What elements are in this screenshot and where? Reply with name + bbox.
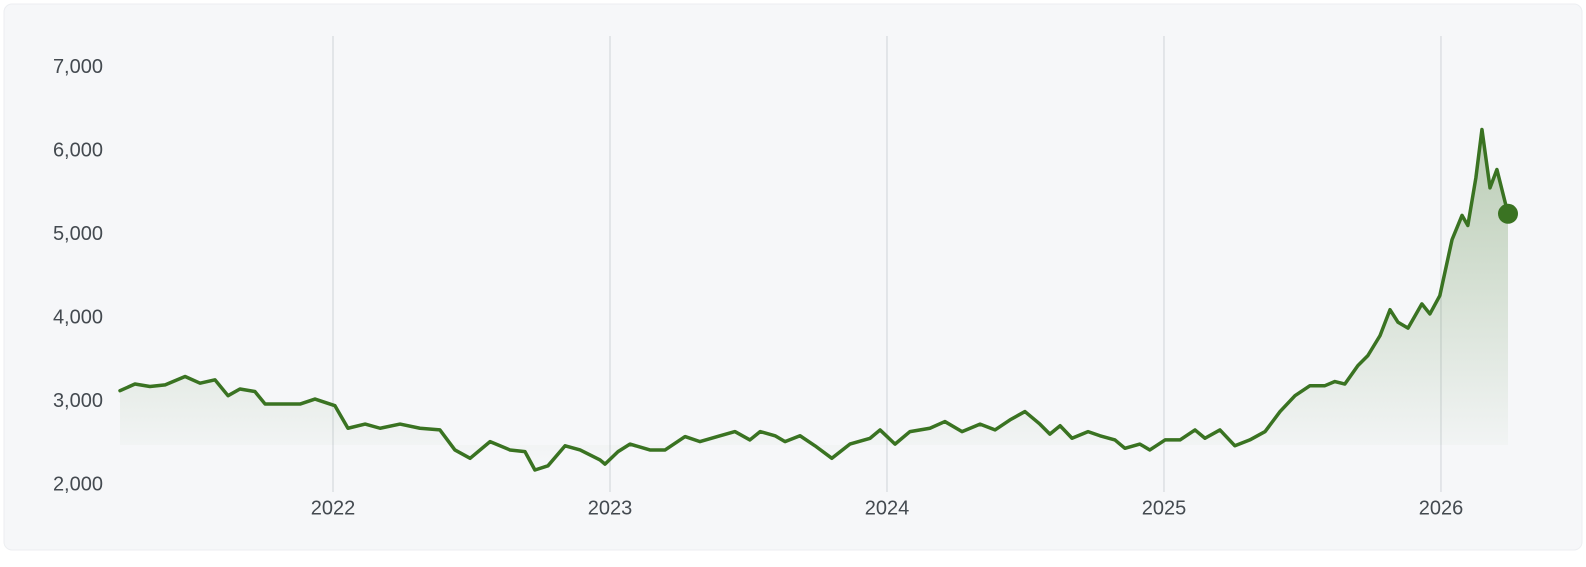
y-tick-label: 7,000 <box>53 56 103 78</box>
card <box>3 3 1583 551</box>
y-tick-label: 4,000 <box>53 306 103 328</box>
y-tick-label: 5,000 <box>53 223 103 245</box>
x-tick-label: 2023 <box>588 497 633 519</box>
y-tick-label: 6,000 <box>53 139 103 161</box>
y-tick-label: 3,000 <box>53 390 103 412</box>
area <box>120 129 1508 470</box>
y-tick-label: 2,000 <box>53 473 103 495</box>
line <box>118 127 1510 472</box>
last-point <box>1498 203 1518 224</box>
x-tick-label: 2025 <box>1142 497 1187 519</box>
x-tick-label: 2022 <box>311 497 356 519</box>
x-tick-label: 2024 <box>865 497 910 519</box>
x-tick-label: 2026 <box>1419 497 1464 519</box>
